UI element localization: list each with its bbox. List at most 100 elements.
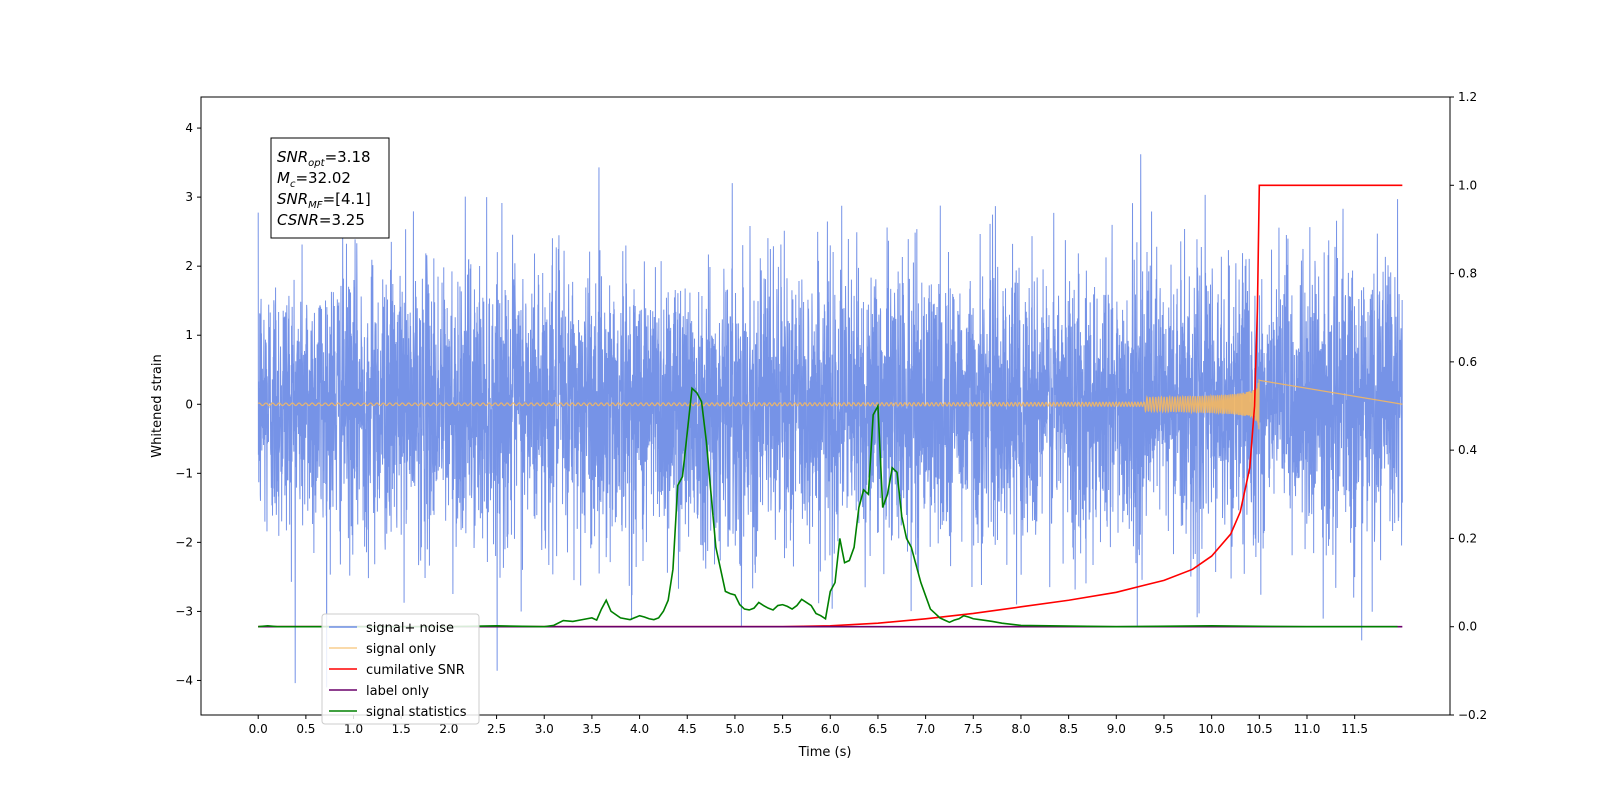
x-tick: 4.5 <box>678 715 697 736</box>
x-tick: 3.5 <box>582 715 601 736</box>
y2-tick-label: 1.2 <box>1458 90 1477 104</box>
annotation-value: =3.25 <box>319 211 365 229</box>
y2-tick: 0.8 <box>1450 267 1477 281</box>
x-tick-label: 11.0 <box>1294 722 1321 736</box>
legend-label: signal statistics <box>366 705 467 720</box>
y2-tick: 0.2 <box>1450 531 1477 545</box>
x-tick-label: 7.5 <box>964 722 983 736</box>
y-tick-label: −3 <box>175 604 193 618</box>
x-tick: 2.5 <box>487 715 506 736</box>
y-tick-label: −4 <box>175 673 193 687</box>
legend-label: signal+ noise <box>366 621 454 636</box>
x-tick-label: 10.5 <box>1246 722 1273 736</box>
x-tick: 0.0 <box>249 715 268 736</box>
annotation-symbol: SNR <box>277 190 308 208</box>
series-signal-noise <box>257 154 1403 688</box>
x-tick: 4.0 <box>630 715 649 736</box>
y-tick-label: 1 <box>185 328 193 342</box>
y2-tick-label: 0.4 <box>1458 443 1477 457</box>
y-tick: −2 <box>175 535 201 549</box>
x-tick-label: 9.0 <box>1107 722 1126 736</box>
annotation-value: =[4.1] <box>323 190 371 208</box>
x-tick-label: 6.0 <box>821 722 840 736</box>
y-tick-label: −1 <box>175 466 193 480</box>
x-tick-label: 4.5 <box>678 722 697 736</box>
x-axis: 0.0 0.5 1.0 1.5 2.0 2.5 3.0 3.5 4.0 4.5 5.0 5.5 6.0 6… <box>249 715 1368 736</box>
annotation-symbol: M <box>277 169 290 187</box>
y-tick-label: 4 <box>185 121 193 135</box>
y-axis-left: −4 −3 −2 −1 0 1 2 3 4 <box>175 121 201 687</box>
y-tick: 1 <box>185 328 201 342</box>
y-tick: −1 <box>175 466 201 480</box>
annotation-value: =32.02 <box>295 169 351 187</box>
x-tick-label: 5.5 <box>773 722 792 736</box>
x-tick-label: 4.0 <box>630 722 649 736</box>
annotation-line: Mc=32.02 <box>277 169 351 190</box>
y-tick: 4 <box>185 121 201 135</box>
x-tick: 6.5 <box>868 715 887 736</box>
x-tick-label: 1.0 <box>344 722 363 736</box>
x-tick-label: 1.5 <box>392 722 411 736</box>
y-axis-label: Whitened strain <box>150 354 165 457</box>
y-tick: 3 <box>185 190 201 204</box>
x-tick: 6.0 <box>821 715 840 736</box>
x-tick-label: 3.0 <box>535 722 554 736</box>
y-tick-label: −2 <box>175 535 193 549</box>
series-cumilative-snr <box>258 184 1403 628</box>
x-tick-label: 9.5 <box>1154 722 1173 736</box>
x-tick-label: 0.0 <box>249 722 268 736</box>
x-tick-label: 10.0 <box>1198 722 1225 736</box>
y2-tick-label: −0.2 <box>1458 708 1487 722</box>
y2-tick-label: 0.0 <box>1458 620 1477 634</box>
x-tick: 9.0 <box>1107 715 1126 736</box>
y-tick-label: 3 <box>185 190 193 204</box>
x-tick-label: 11.5 <box>1341 722 1368 736</box>
x-tick: 5.0 <box>725 715 744 736</box>
annotation-value: =3.18 <box>325 148 371 166</box>
x-tick: 0.5 <box>296 715 315 736</box>
x-axis-label: Time (s) <box>798 745 852 760</box>
x-tick: 7.5 <box>964 715 983 736</box>
y2-tick: 0.6 <box>1450 355 1477 369</box>
legend-item: signal statistics <box>329 705 467 720</box>
y-tick: 2 <box>185 259 201 273</box>
y-tick: 0 <box>185 397 201 411</box>
y2-tick: −0.2 <box>1450 708 1487 722</box>
legend-item: cumilative SNR <box>329 663 465 678</box>
y-tick-label: 0 <box>185 397 193 411</box>
x-tick-label: 8.5 <box>1059 722 1078 736</box>
annotation-line: SNRopt=3.18 <box>277 148 371 169</box>
y2-tick-label: 0.2 <box>1458 531 1477 545</box>
annotation-line: CSNR=3.25 <box>277 211 365 229</box>
y2-tick-label: 1.0 <box>1458 178 1477 192</box>
x-tick: 8.5 <box>1059 715 1078 736</box>
x-tick: 7.0 <box>916 715 935 736</box>
legend-label: label only <box>366 684 429 699</box>
x-tick-label: 7.0 <box>916 722 935 736</box>
y2-tick-label: 0.6 <box>1458 355 1477 369</box>
x-tick-label: 5.0 <box>725 722 744 736</box>
y-tick: −3 <box>175 604 201 618</box>
plot-area <box>257 154 1403 688</box>
x-tick: 8.0 <box>1011 715 1031 736</box>
plot-frame <box>200 96 1451 716</box>
annotation-subscript: c <box>290 179 296 190</box>
x-tick: 11.0 <box>1294 715 1321 736</box>
x-tick: 10.5 <box>1246 715 1273 736</box>
legend-item: signal only <box>329 642 436 657</box>
legend: signal+ noise signal only cumilative SNR la… <box>321 613 480 725</box>
legend-item: label only <box>329 684 429 699</box>
y-tick: −4 <box>175 673 201 687</box>
y2-tick: 1.0 <box>1450 178 1477 192</box>
legend-label: cumilative SNR <box>366 663 465 678</box>
y2-tick: 0.4 <box>1450 443 1477 457</box>
x-tick: 9.5 <box>1154 715 1174 736</box>
annotation-subscript: opt <box>308 158 325 169</box>
x-tick-label: 3.5 <box>582 722 601 736</box>
x-tick: 3.0 <box>535 715 554 736</box>
x-tick-label: 2.0 <box>439 722 458 736</box>
x-tick: 10.0 <box>1198 715 1225 736</box>
x-tick-label: 6.5 <box>868 722 887 736</box>
